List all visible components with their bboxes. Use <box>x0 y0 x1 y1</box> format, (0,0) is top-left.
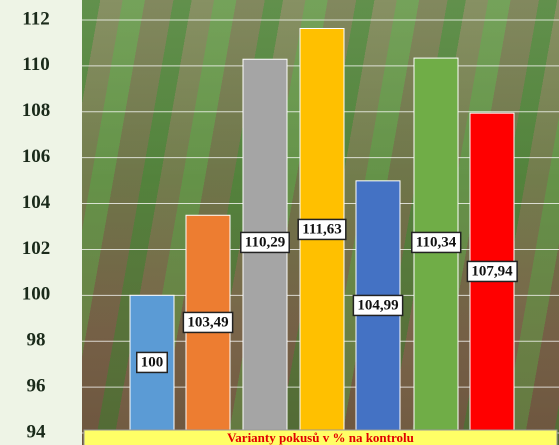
y-tick-label: 102 <box>22 238 51 259</box>
value-label: 104,99 <box>357 297 398 313</box>
value-label: 111,63 <box>302 221 342 237</box>
value-label-box <box>297 218 347 241</box>
value-label: 110,29 <box>245 234 285 250</box>
y-tick-label: 104 <box>22 192 51 213</box>
value-label-box <box>240 231 290 254</box>
value-label-box <box>136 351 168 374</box>
y-tick-label: 94 <box>27 421 47 442</box>
x-label-box <box>83 429 558 445</box>
y-tick-label: 106 <box>22 146 51 167</box>
y-tick-label: 112 <box>22 8 49 29</box>
y-tick-label: 100 <box>22 284 51 305</box>
y-tick-label: 108 <box>22 100 51 121</box>
value-label-box <box>182 311 234 334</box>
value-label-box <box>466 260 518 283</box>
value-label-box <box>352 294 404 317</box>
value-label: 107,94 <box>471 263 513 279</box>
y-tick-label: 110 <box>22 54 49 75</box>
x-axis-label: Varianty pokusů v % na kontrolu <box>227 430 414 445</box>
y-tick-label: 98 <box>27 330 46 351</box>
y-tick-label: 96 <box>27 375 46 396</box>
value-label: 103,49 <box>187 314 228 330</box>
value-label-box <box>411 231 462 254</box>
value-label: 110,34 <box>416 234 457 250</box>
value-label: 100 <box>141 354 164 370</box>
